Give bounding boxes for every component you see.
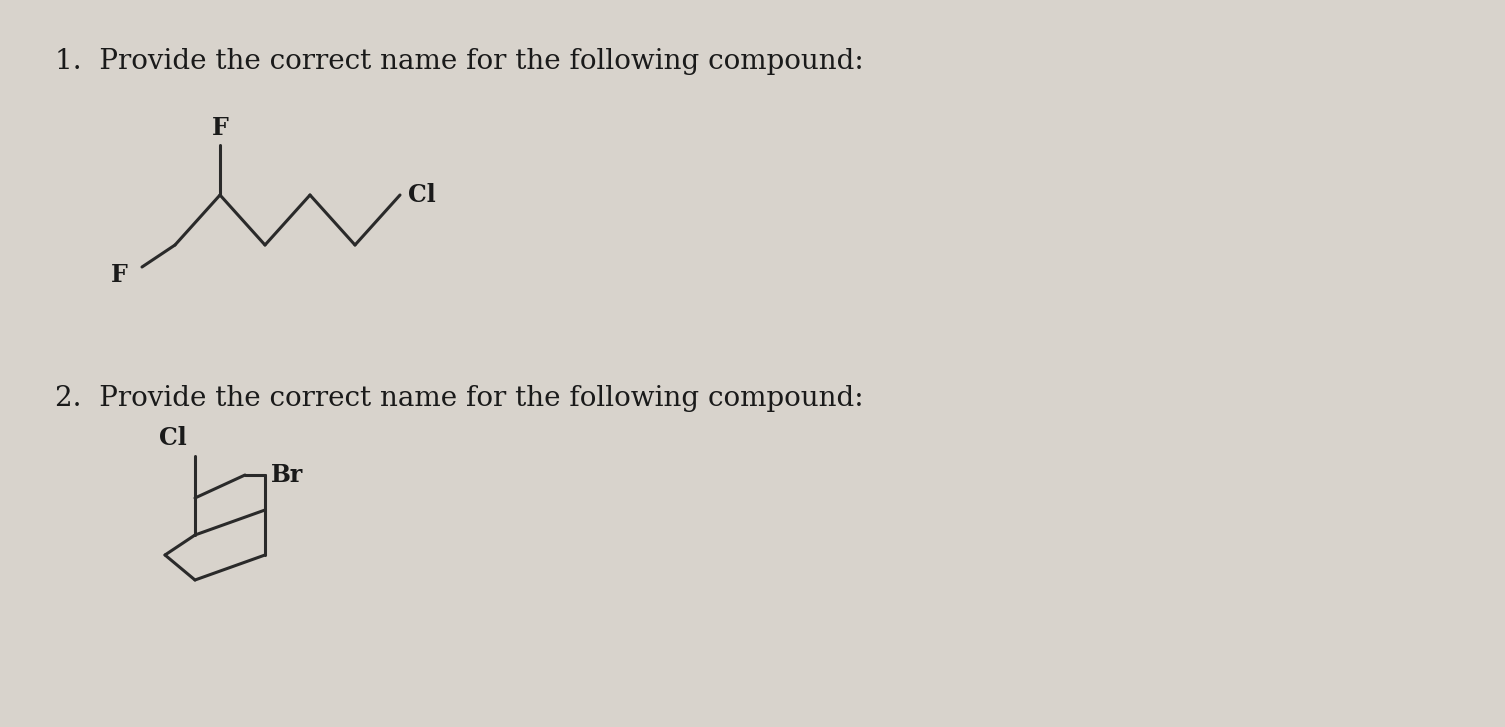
Text: 2.  Provide the correct name for the following compound:: 2. Provide the correct name for the foll… (56, 385, 864, 412)
Text: Br: Br (271, 463, 303, 487)
Text: Cl: Cl (160, 426, 187, 450)
Text: F: F (111, 263, 128, 287)
Text: Cl: Cl (408, 183, 436, 207)
Text: F: F (212, 116, 229, 140)
Text: 1.  Provide the correct name for the following compound:: 1. Provide the correct name for the foll… (56, 48, 864, 75)
